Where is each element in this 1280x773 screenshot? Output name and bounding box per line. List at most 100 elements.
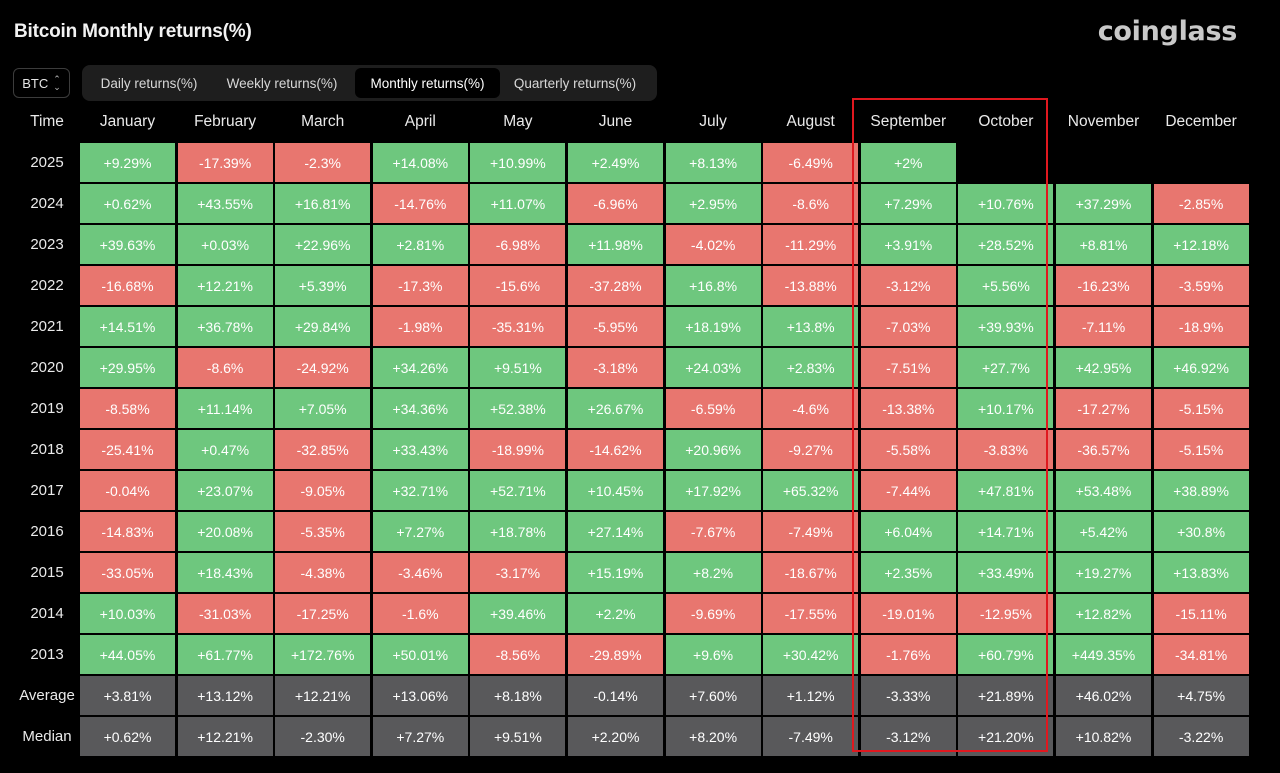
return-cell: +44.05%	[80, 635, 175, 674]
return-cell: +34.36%	[372, 389, 468, 428]
return-cell: +23.07%	[177, 471, 273, 510]
tab-quarterly-returns[interactable]: Quarterly returns(%)	[513, 75, 637, 91]
return-cell: +10.03%	[80, 594, 175, 633]
asset-select[interactable]: BTC ⌃ ⌄	[13, 68, 70, 98]
return-cell: -32.85%	[275, 430, 371, 469]
time-column-header: Time	[30, 113, 64, 130]
return-cell: -1.98%	[372, 307, 468, 346]
return-cell: +27.7%	[958, 348, 1054, 387]
return-cell: +5.39%	[275, 266, 371, 305]
stat-cell: +3.81%	[80, 676, 175, 715]
return-cell: +46.92%	[1153, 348, 1249, 387]
return-cell: +13.83%	[1153, 553, 1249, 592]
return-cell: -5.95%	[568, 307, 663, 346]
stat-cell: -7.49%	[763, 717, 859, 756]
return-cell: -29.89%	[568, 635, 663, 674]
return-cell: -3.12%	[860, 266, 956, 305]
month-header-october: October	[978, 113, 1034, 130]
return-cell: +12.21%	[177, 266, 273, 305]
year-label-2018: 2018	[30, 441, 64, 458]
stat-cell: +21.20%	[958, 717, 1054, 756]
return-cell: +10.45%	[568, 471, 663, 510]
return-cell: +5.56%	[958, 266, 1054, 305]
return-cell: -8.6%	[763, 184, 859, 223]
return-cell: -7.03%	[860, 307, 956, 346]
return-cell: +5.42%	[1056, 512, 1151, 551]
month-header-august: August	[786, 113, 835, 130]
return-cell: +172.76%	[275, 635, 371, 674]
brand-logo: coinglass	[1097, 16, 1238, 47]
return-cell: -37.28%	[568, 266, 663, 305]
stat-cell: +12.21%	[275, 676, 371, 715]
return-cell: +11.07%	[470, 184, 566, 223]
return-cell: +37.29%	[1056, 184, 1151, 223]
return-cell: -16.68%	[80, 266, 175, 305]
return-cell: +9.6%	[665, 635, 761, 674]
stat-cell: +21.89%	[958, 676, 1054, 715]
return-cell: +9.29%	[80, 143, 175, 182]
return-cell: +17.92%	[665, 471, 761, 510]
return-cell: -2.3%	[275, 143, 371, 182]
return-cell: +8.81%	[1056, 225, 1151, 264]
return-cell: -15.6%	[470, 266, 566, 305]
return-cell: -18.99%	[470, 430, 566, 469]
stat-cell: +0.62%	[80, 717, 175, 756]
return-cell: +2%	[860, 143, 956, 182]
stat-cell: +1.12%	[763, 676, 859, 715]
return-cell: +24.03%	[665, 348, 761, 387]
stat-cell: +9.51%	[470, 717, 566, 756]
year-label-2024: 2024	[30, 195, 64, 212]
stat-cell: -0.14%	[568, 676, 663, 715]
return-cell: +13.8%	[763, 307, 859, 346]
return-cell: +18.43%	[177, 553, 273, 592]
return-cell: +14.71%	[958, 512, 1054, 551]
return-cell: +2.35%	[860, 553, 956, 592]
return-cell: +60.79%	[958, 635, 1054, 674]
return-cell: -17.27%	[1056, 389, 1151, 428]
return-cell: -9.27%	[763, 430, 859, 469]
stat-cell: +46.02%	[1056, 676, 1151, 715]
return-cell: +52.38%	[470, 389, 566, 428]
return-cell: +18.78%	[470, 512, 566, 551]
chevron-updown-icon: ⌃ ⌄	[53, 74, 61, 92]
return-cell: -34.81%	[1153, 635, 1249, 674]
stat-cell: +13.06%	[372, 676, 468, 715]
asset-select-value: BTC	[22, 75, 49, 91]
return-cell: -31.03%	[177, 594, 273, 633]
tab-weekly-returns[interactable]: Weekly returns(%)	[226, 75, 338, 91]
return-cell: +39.46%	[470, 594, 566, 633]
return-cell: -17.3%	[372, 266, 468, 305]
stat-cell: +7.60%	[665, 676, 761, 715]
return-cell: -14.83%	[80, 512, 175, 551]
return-cell: -5.15%	[1153, 430, 1249, 469]
return-cell: -8.58%	[80, 389, 175, 428]
stat-cell: +12.21%	[177, 717, 273, 756]
return-cell: +20.96%	[665, 430, 761, 469]
return-cell: -6.98%	[470, 225, 566, 264]
return-cell: +39.93%	[958, 307, 1054, 346]
return-cell: -19.01%	[860, 594, 956, 633]
return-cell: +42.95%	[1056, 348, 1151, 387]
return-cell: +65.32%	[763, 471, 859, 510]
return-cell: +0.62%	[80, 184, 175, 223]
return-cell: -5.15%	[1153, 389, 1249, 428]
return-cell: -7.49%	[763, 512, 859, 551]
return-cell: -7.44%	[860, 471, 956, 510]
return-cell: +50.01%	[372, 635, 468, 674]
return-cell: -6.49%	[763, 143, 859, 182]
return-cell: +47.81%	[958, 471, 1054, 510]
return-cell: +0.03%	[177, 225, 273, 264]
return-cell: +7.27%	[372, 512, 468, 551]
return-cell: +20.08%	[177, 512, 273, 551]
tab-monthly-returns[interactable]: Monthly returns(%)	[355, 68, 500, 98]
return-cell: +34.26%	[372, 348, 468, 387]
return-cell: +9.51%	[470, 348, 566, 387]
return-cell: +12.82%	[1056, 594, 1151, 633]
return-cell: -6.96%	[568, 184, 663, 223]
stat-cell: +2.20%	[568, 717, 663, 756]
return-cell: +30.8%	[1153, 512, 1249, 551]
tab-daily-returns[interactable]: Daily returns(%)	[100, 75, 198, 91]
stat-label-average: Average	[19, 687, 75, 704]
return-cell: +2.49%	[568, 143, 663, 182]
return-cell: -9.69%	[665, 594, 761, 633]
